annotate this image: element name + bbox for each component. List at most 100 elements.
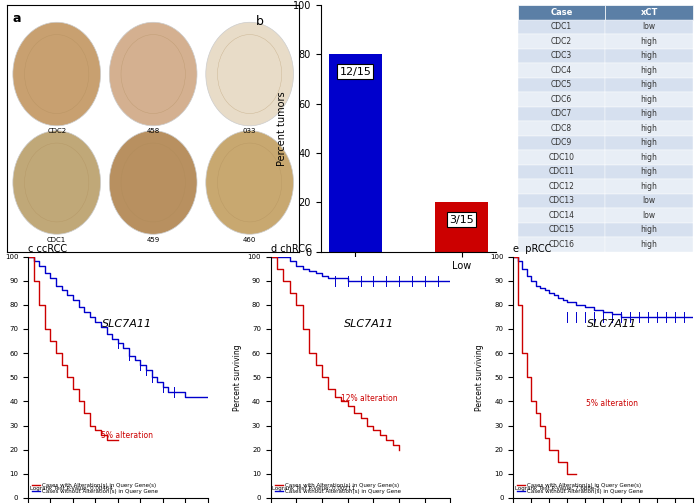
Text: high: high — [640, 182, 657, 191]
Text: CDC1: CDC1 — [47, 237, 66, 243]
Text: CDC9: CDC9 — [551, 138, 572, 147]
Bar — [517, 20, 606, 34]
Text: CDC2: CDC2 — [47, 128, 66, 134]
Text: CDC5: CDC5 — [551, 80, 572, 89]
Bar — [517, 63, 606, 77]
Bar — [517, 34, 606, 48]
Text: high: high — [640, 153, 657, 162]
Text: SLC7A11: SLC7A11 — [344, 319, 395, 329]
Text: b: b — [256, 15, 263, 28]
Bar — [606, 179, 693, 194]
Text: 5% alteration: 5% alteration — [586, 399, 638, 408]
Bar — [517, 150, 606, 164]
Ellipse shape — [206, 22, 293, 126]
Text: e  pRCC: e pRCC — [513, 244, 552, 255]
Bar — [517, 92, 606, 107]
Text: high: high — [640, 124, 657, 133]
Text: CDC3: CDC3 — [551, 51, 572, 60]
Text: CDC15: CDC15 — [549, 225, 575, 234]
Bar — [517, 194, 606, 208]
Text: high: high — [640, 167, 657, 176]
Bar — [517, 77, 606, 92]
Ellipse shape — [121, 35, 186, 114]
Bar — [606, 20, 693, 34]
Bar — [517, 237, 606, 252]
Ellipse shape — [109, 131, 197, 234]
Text: 5% alteration: 5% alteration — [101, 431, 153, 440]
Text: CDC2: CDC2 — [551, 37, 572, 46]
Bar — [606, 194, 693, 208]
Legend: Cases with Alteration(s) in Query Gene(s), Cases without Alteration(s) in Query : Cases with Alteration(s) in Query Gene(s… — [516, 482, 644, 495]
Text: 033: 033 — [243, 128, 256, 134]
Text: low: low — [643, 196, 656, 205]
Bar — [606, 92, 693, 107]
Ellipse shape — [206, 131, 293, 234]
Bar — [517, 222, 606, 237]
Bar — [606, 164, 693, 179]
Bar — [606, 121, 693, 135]
Ellipse shape — [13, 22, 101, 126]
Text: CDC11: CDC11 — [549, 167, 575, 176]
Bar — [517, 121, 606, 135]
Text: 12% alteration: 12% alteration — [341, 394, 398, 403]
Bar — [517, 5, 606, 20]
Text: CDC12: CDC12 — [549, 182, 575, 191]
Bar — [435, 202, 488, 252]
Text: 458: 458 — [146, 128, 160, 134]
Text: CDC7: CDC7 — [551, 109, 572, 118]
Text: Case: Case — [550, 8, 573, 17]
Text: high: high — [640, 225, 657, 234]
Text: high: high — [640, 95, 657, 104]
Text: 459: 459 — [146, 237, 160, 243]
Text: Logrank Test P-Value: 7.668e-5: Logrank Test P-Value: 7.668e-5 — [515, 486, 600, 491]
Text: low: low — [643, 211, 656, 220]
Bar — [517, 179, 606, 194]
Text: c ccRCC: c ccRCC — [28, 244, 67, 255]
Bar — [606, 77, 693, 92]
Text: SLC7A11: SLC7A11 — [587, 319, 637, 329]
Ellipse shape — [25, 143, 89, 222]
Text: CDC16: CDC16 — [549, 240, 575, 249]
Text: 12/15: 12/15 — [340, 67, 371, 76]
Text: d chRCC: d chRCC — [271, 244, 312, 255]
Bar — [606, 208, 693, 222]
Text: high: high — [640, 80, 657, 89]
Bar — [517, 107, 606, 121]
Bar — [329, 54, 382, 252]
Bar — [606, 63, 693, 77]
Text: a: a — [13, 13, 21, 26]
Y-axis label: Percent tumors: Percent tumors — [277, 91, 287, 165]
Text: low: low — [643, 22, 656, 31]
Text: 460: 460 — [243, 237, 256, 243]
Text: CDC10: CDC10 — [549, 153, 575, 162]
Ellipse shape — [25, 35, 89, 114]
Ellipse shape — [218, 35, 282, 114]
Text: high: high — [640, 51, 657, 60]
Text: 3/15: 3/15 — [449, 214, 474, 224]
Bar — [606, 34, 693, 48]
Text: high: high — [640, 109, 657, 118]
Text: Logrank Test P-Value: 0.00211: Logrank Test P-Value: 0.00211 — [272, 486, 356, 491]
Ellipse shape — [13, 131, 101, 234]
Bar — [606, 48, 693, 63]
Bar — [606, 150, 693, 164]
Bar — [606, 107, 693, 121]
Legend: Cases with Alteration(s) in Query Gene(s), Cases without Alteration(s) in Query : Cases with Alteration(s) in Query Gene(s… — [274, 482, 402, 495]
Text: high: high — [640, 240, 657, 249]
Bar — [517, 135, 606, 150]
Text: high: high — [640, 138, 657, 147]
Bar — [606, 237, 693, 252]
Text: high: high — [640, 37, 657, 46]
Legend: Cases with Alteration(s) in Query Gene(s), Cases without Alteration(s) in Query : Cases with Alteration(s) in Query Gene(s… — [31, 482, 159, 495]
Ellipse shape — [109, 22, 197, 126]
Bar — [606, 5, 693, 20]
Ellipse shape — [121, 143, 186, 222]
Y-axis label: Percent surviving: Percent surviving — [475, 344, 484, 410]
Text: SLC7A11: SLC7A11 — [102, 319, 152, 329]
Text: CDC4: CDC4 — [551, 66, 572, 75]
Ellipse shape — [218, 143, 282, 222]
Bar — [517, 208, 606, 222]
Text: CDC8: CDC8 — [551, 124, 572, 133]
Bar — [606, 222, 693, 237]
Y-axis label: Percent surviving: Percent surviving — [233, 344, 242, 410]
